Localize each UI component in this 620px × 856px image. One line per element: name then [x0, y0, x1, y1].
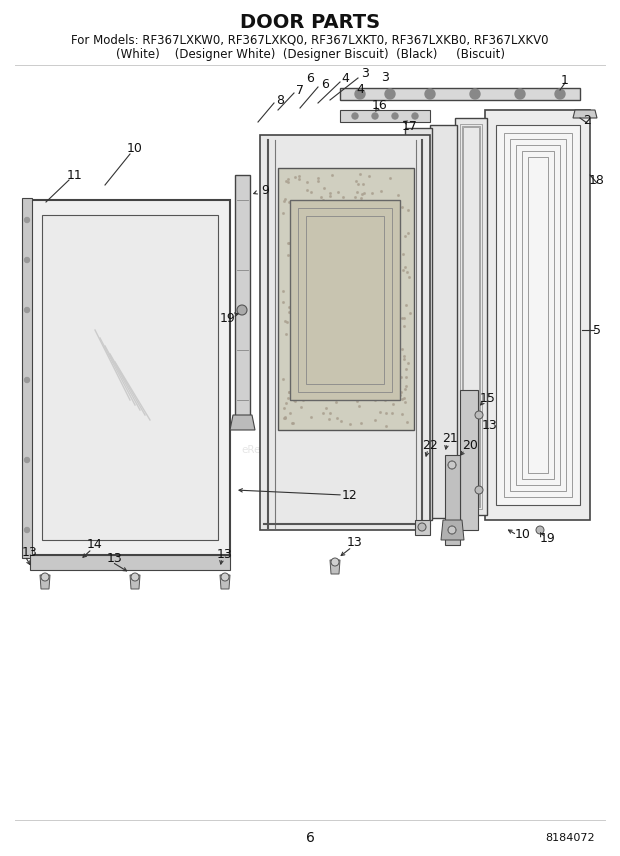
Text: 8: 8 [276, 93, 284, 106]
Circle shape [412, 113, 418, 119]
Polygon shape [290, 200, 400, 400]
Text: 22: 22 [422, 438, 438, 451]
Text: 3: 3 [361, 67, 369, 80]
Text: 21: 21 [442, 431, 458, 444]
Circle shape [425, 89, 435, 99]
Polygon shape [130, 575, 140, 589]
Circle shape [331, 558, 339, 566]
Polygon shape [330, 560, 340, 574]
Text: 13: 13 [22, 545, 38, 558]
Circle shape [448, 461, 456, 469]
Circle shape [470, 89, 480, 99]
Circle shape [41, 573, 49, 581]
Polygon shape [430, 125, 457, 518]
Circle shape [385, 89, 395, 99]
Polygon shape [230, 415, 255, 430]
Text: 3: 3 [381, 70, 389, 84]
Text: 11: 11 [67, 169, 83, 181]
Text: 10: 10 [127, 141, 143, 154]
Text: 19: 19 [220, 312, 236, 324]
Polygon shape [405, 128, 432, 520]
Polygon shape [278, 168, 414, 430]
Polygon shape [22, 198, 32, 558]
Text: 6: 6 [306, 831, 314, 845]
Text: 13: 13 [482, 419, 498, 431]
Polygon shape [441, 520, 464, 540]
Text: 8184072: 8184072 [546, 833, 595, 843]
Text: 16: 16 [372, 98, 388, 111]
Circle shape [418, 523, 426, 531]
Text: 6: 6 [321, 78, 329, 91]
Text: For Models: RF367LXKW0, RF367LXKQ0, RF367LXKT0, RF367LXKB0, RF367LXKV0: For Models: RF367LXKW0, RF367LXKQ0, RF36… [71, 33, 549, 46]
Polygon shape [415, 520, 430, 535]
Text: 13: 13 [347, 537, 363, 550]
Text: 9: 9 [261, 183, 269, 197]
Text: 1: 1 [561, 74, 569, 86]
Circle shape [536, 526, 544, 534]
Circle shape [221, 573, 229, 581]
Polygon shape [340, 88, 580, 100]
Polygon shape [42, 215, 218, 540]
Text: 5: 5 [593, 324, 601, 336]
Circle shape [355, 89, 365, 99]
Circle shape [555, 89, 565, 99]
Circle shape [448, 526, 456, 534]
Text: 20: 20 [462, 438, 478, 451]
Text: 14: 14 [87, 538, 103, 551]
Text: 10: 10 [515, 528, 531, 542]
Text: 12: 12 [342, 489, 358, 502]
Text: 6: 6 [306, 72, 314, 85]
Text: 7: 7 [296, 84, 304, 97]
Polygon shape [220, 575, 230, 589]
Polygon shape [460, 390, 478, 530]
Polygon shape [445, 455, 460, 545]
Text: (White)    (Designer White)  (Designer Biscuit)  (Black)     (Biscuit): (White) (Designer White) (Designer Biscu… [115, 47, 505, 61]
Text: 19: 19 [540, 532, 556, 544]
Text: 2: 2 [583, 114, 591, 127]
Circle shape [25, 457, 30, 462]
Text: 13: 13 [217, 549, 233, 562]
Text: DOOR PARTS: DOOR PARTS [240, 13, 380, 32]
Circle shape [25, 258, 30, 263]
Polygon shape [573, 110, 597, 118]
Polygon shape [235, 175, 250, 420]
Circle shape [131, 573, 139, 581]
Polygon shape [496, 125, 580, 505]
Circle shape [352, 113, 358, 119]
Circle shape [515, 89, 525, 99]
Polygon shape [260, 135, 430, 530]
Circle shape [25, 307, 30, 312]
Polygon shape [40, 575, 50, 589]
Polygon shape [30, 555, 230, 570]
Circle shape [372, 113, 378, 119]
Text: eReplacementParts.com: eReplacementParts.com [242, 445, 368, 455]
Circle shape [237, 305, 247, 315]
Polygon shape [340, 110, 430, 122]
Circle shape [475, 411, 483, 419]
Polygon shape [485, 110, 590, 520]
Circle shape [25, 527, 30, 532]
Text: 18: 18 [589, 174, 605, 187]
Polygon shape [455, 118, 487, 515]
Circle shape [25, 377, 30, 383]
Text: 15: 15 [480, 391, 496, 405]
Circle shape [475, 486, 483, 494]
Circle shape [392, 113, 398, 119]
Polygon shape [30, 200, 230, 555]
Text: 4: 4 [341, 72, 349, 85]
Text: 13: 13 [107, 551, 123, 564]
Text: 17: 17 [402, 120, 418, 133]
Text: 4: 4 [356, 82, 364, 96]
Circle shape [25, 217, 30, 223]
